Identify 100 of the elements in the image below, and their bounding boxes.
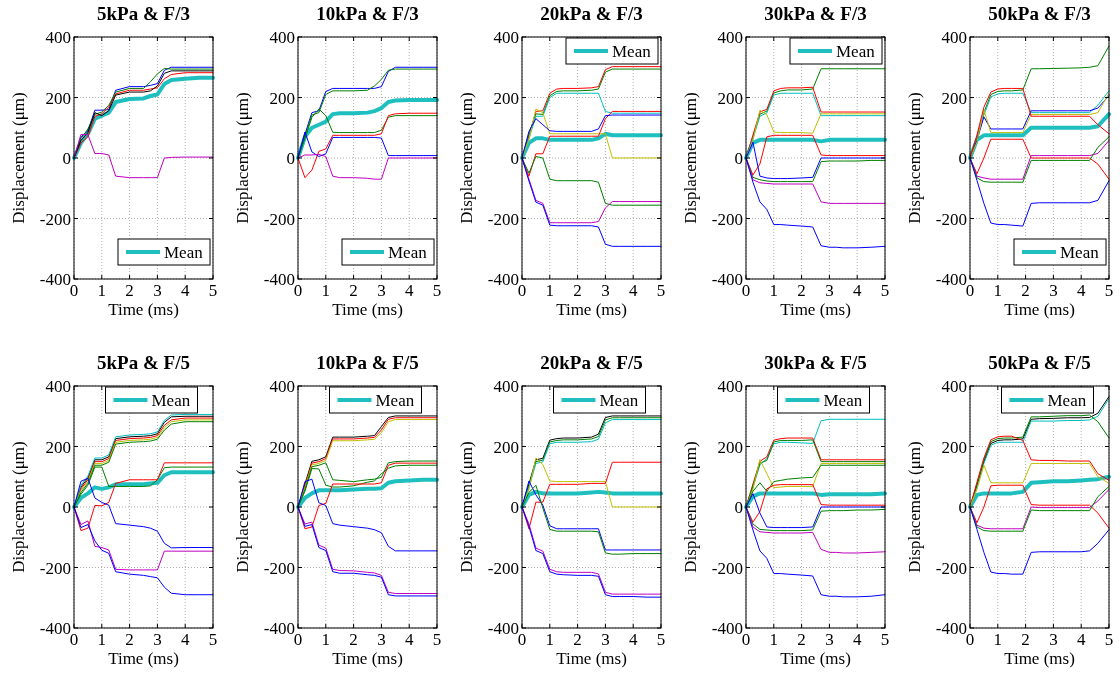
y-tick-label: -400: [711, 619, 743, 638]
chart-title: 10kPa & F/5: [316, 352, 419, 373]
x-tick-label: 5: [880, 630, 890, 649]
x-axis-title: Time (ms): [332, 300, 403, 319]
y-tick-label: 400: [45, 377, 71, 396]
x-tick-label: 1: [97, 630, 107, 649]
x-tick-label: 4: [180, 281, 190, 300]
x-tick-label: 3: [601, 630, 610, 649]
legend-label: Mean: [164, 243, 204, 262]
y-tick-label: 400: [493, 377, 519, 396]
chart-title: 5kPa & F/3: [97, 3, 190, 24]
y-tick-label: -400: [263, 270, 295, 289]
x-axis-title: Time (ms): [108, 300, 179, 319]
x-tick-label: 2: [125, 281, 134, 300]
chart-title: 10kPa & F/3: [316, 3, 419, 24]
y-axis-title: Displacement (μm): [905, 441, 924, 573]
x-tick-label: 4: [852, 281, 862, 300]
legend-label: Mean: [151, 391, 191, 410]
x-tick-label: 2: [1021, 630, 1030, 649]
legend-label: Mean: [612, 42, 652, 61]
y-tick-label: 0: [734, 498, 743, 517]
x-tick-label: 5: [656, 281, 666, 300]
x-tick-label: 4: [180, 630, 190, 649]
x-axis-title: Time (ms): [556, 649, 627, 668]
x-tick-label: 2: [573, 281, 582, 300]
y-tick-label: 200: [941, 88, 967, 108]
x-tick-label: 3: [1049, 281, 1058, 300]
y-axis-title: Displacement (μm): [233, 441, 252, 573]
y-tick-label: 0: [286, 498, 295, 517]
x-tick-label: 2: [797, 281, 806, 300]
y-tick-label: -400: [263, 619, 295, 638]
chart-title: 20kPa & F/3: [540, 3, 643, 24]
y-tick-label: 200: [45, 88, 71, 108]
x-tick-label: 1: [769, 630, 779, 649]
chart-title: 30kPa & F/5: [764, 352, 867, 373]
y-axis-title: Displacement (μm): [9, 441, 28, 573]
x-tick-label: 2: [349, 630, 358, 649]
y-tick-label: 400: [493, 28, 519, 47]
x-tick-label: 5: [656, 630, 666, 649]
y-tick-label: -400: [39, 619, 71, 638]
x-tick-label: 4: [404, 281, 414, 300]
y-tick-label: 0: [958, 149, 967, 168]
x-tick-label: 2: [349, 281, 358, 300]
y-tick-label: 400: [941, 28, 967, 47]
y-tick-label: 0: [734, 149, 743, 168]
y-tick-label: 400: [941, 377, 967, 396]
x-tick-label: 4: [852, 630, 862, 649]
chart-title: 50kPa & F/5: [988, 352, 1091, 373]
legend-label: Mean: [1047, 391, 1087, 410]
y-tick-label: -200: [263, 209, 295, 229]
x-tick-label: 5: [1104, 630, 1114, 649]
chart-title: 5kPa & F/5: [97, 352, 190, 373]
y-axis-title: Displacement (μm): [233, 92, 252, 224]
y-axis-title: Displacement (μm): [681, 441, 700, 573]
x-tick-label: 2: [125, 630, 134, 649]
x-tick-label: 3: [153, 281, 162, 300]
y-tick-label: -400: [935, 619, 967, 638]
legend-label: Mean: [375, 391, 415, 410]
y-tick-label: 200: [941, 437, 967, 457]
y-tick-label: 0: [510, 149, 519, 168]
y-tick-label: 400: [269, 377, 295, 396]
y-tick-label: -200: [711, 558, 743, 578]
x-tick-label: 5: [432, 281, 442, 300]
y-tick-label: -200: [263, 558, 295, 578]
y-tick-label: 200: [717, 437, 743, 457]
x-tick-label: 4: [628, 630, 638, 649]
y-tick-label: -200: [39, 209, 71, 229]
y-tick-label: 0: [62, 149, 71, 168]
x-axis-title: Time (ms): [1004, 649, 1075, 668]
x-tick-label: 3: [377, 630, 386, 649]
legend-label: Mean: [1060, 243, 1100, 262]
y-tick-label: -200: [935, 558, 967, 578]
x-axis-title: Time (ms): [1004, 300, 1075, 319]
y-tick-label: -200: [711, 209, 743, 229]
x-axis-title: Time (ms): [780, 649, 851, 668]
x-axis-title: Time (ms): [780, 300, 851, 319]
chart-title: 50kPa & F/3: [988, 3, 1091, 24]
y-tick-label: 0: [510, 498, 519, 517]
x-tick-label: 3: [825, 630, 834, 649]
x-tick-label: 3: [153, 630, 162, 649]
y-tick-label: -200: [487, 209, 519, 229]
legend-label: Mean: [823, 391, 863, 410]
x-axis-title: Time (ms): [332, 649, 403, 668]
y-tick-label: 400: [717, 28, 743, 47]
x-tick-label: 5: [208, 281, 218, 300]
y-tick-label: 200: [269, 437, 295, 457]
y-axis-title: Displacement (μm): [457, 92, 476, 224]
y-tick-label: 0: [286, 149, 295, 168]
x-tick-label: 3: [601, 281, 610, 300]
x-tick-label: 2: [797, 630, 806, 649]
y-tick-label: 200: [45, 437, 71, 457]
x-tick-label: 1: [97, 281, 107, 300]
x-tick-label: 1: [545, 281, 555, 300]
y-tick-label: 200: [717, 88, 743, 108]
x-tick-label: 2: [1021, 281, 1030, 300]
x-tick-label: 4: [628, 281, 638, 300]
x-tick-label: 5: [880, 281, 890, 300]
x-tick-label: 3: [377, 281, 386, 300]
y-tick-label: 0: [958, 498, 967, 517]
y-tick-label: 200: [493, 437, 519, 457]
